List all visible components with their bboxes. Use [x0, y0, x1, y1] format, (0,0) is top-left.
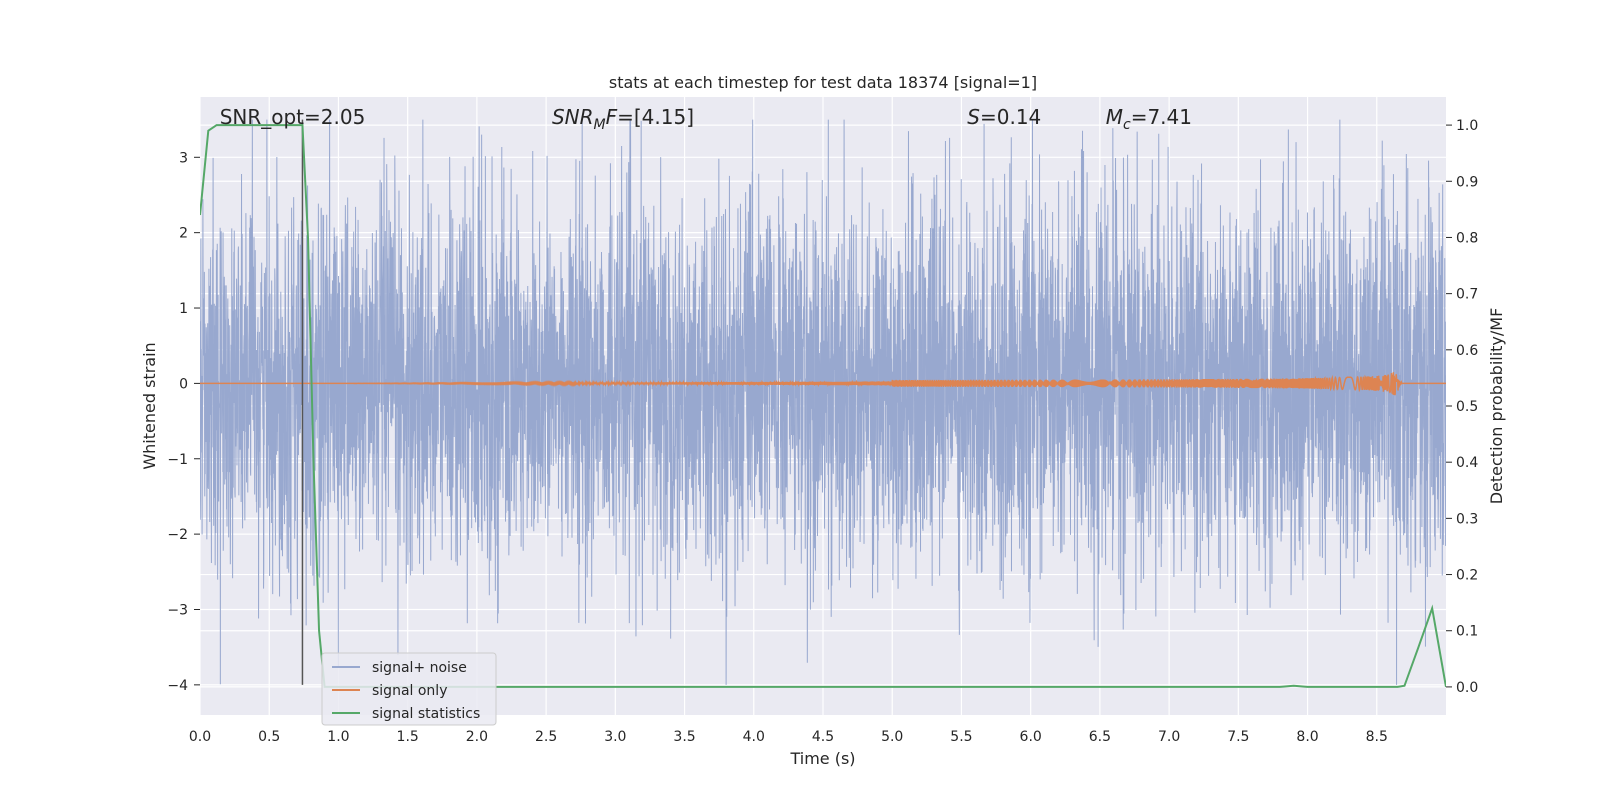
y-tick-label: −4: [167, 678, 188, 694]
legend-label: signal statistics: [372, 706, 480, 722]
legend-label: signal+ noise: [372, 660, 467, 676]
y-tick-label: 3: [179, 150, 188, 166]
x-axis-title: Time (s): [789, 749, 855, 768]
x-tick-label: 4.5: [812, 729, 834, 745]
y2-tick-label: 0.1: [1456, 624, 1478, 640]
y2-tick-label: 0.9: [1456, 174, 1478, 190]
series-signal-noise: [200, 119, 1446, 685]
x-tick-label: 3.0: [604, 729, 626, 745]
legend: signal+ noise signal only signal statistic…: [321, 652, 497, 726]
annotation-0: SNR_opt=2.05: [220, 105, 366, 129]
y2-tick-label: 0.4: [1456, 455, 1478, 471]
x-tick-label: 5.0: [881, 729, 903, 745]
x-tick-label: 7.5: [1227, 729, 1249, 745]
x-tick-label: 8.5: [1366, 729, 1388, 745]
y2-tick-label: 0.3: [1456, 511, 1478, 527]
x-tick-label: 6.0: [1020, 729, 1042, 745]
y2-tick-label: 0.5: [1456, 399, 1478, 415]
y-tick-label: −3: [167, 602, 188, 618]
y-axis-left: −4 −3 −2 −1 0 1 2 3: [167, 150, 200, 694]
x-tick-label: 0.0: [189, 729, 211, 745]
legend-label: signal only: [372, 683, 447, 699]
annotation-1: SNRMF=[4.15]: [552, 105, 694, 133]
y2-tick-label: 0.6: [1456, 343, 1478, 359]
y-axis-right: 0.0 0.1 0.2 0.3 0.4 0.5 0.6 0.7 0.8 0.9 1.0: [1446, 118, 1478, 696]
y-tick-label: 0: [179, 376, 188, 392]
x-tick-label: 2.0: [466, 729, 488, 745]
y-tick-label: −1: [167, 452, 188, 468]
x-tick-label: 1.5: [397, 729, 419, 745]
x-tick-label: 1.0: [327, 729, 349, 745]
x-tick-label: 4.0: [743, 729, 765, 745]
annotation-2: S=0.14: [967, 105, 1041, 129]
x-tick-label: 6.5: [1089, 729, 1111, 745]
x-axis: 0.0 0.5 1.0 1.5 2.0 2.5 3.0 3.5 4.0 4.5 5.0 5.5 6.0 6…: [189, 729, 1388, 745]
annotation-3: Mc=7.41: [1106, 105, 1192, 133]
chart-title: stats at each timestep for test data 183…: [609, 73, 1037, 92]
y2-tick-label: 1.0: [1456, 118, 1478, 134]
y-tick-label: 2: [179, 226, 188, 242]
x-tick-label: 0.5: [258, 729, 280, 745]
x-tick-label: 8.0: [1296, 729, 1318, 745]
y-tick-label: −2: [167, 527, 188, 543]
series-signal-only: [200, 372, 1446, 396]
annotations: SNR_opt=2.05 SNRMF=[4.15] S=0.14 Mc=7.41: [220, 105, 1192, 133]
y2-tick-label: 0.2: [1456, 568, 1478, 584]
legend-box: [321, 652, 497, 726]
y-tick-label: 1: [179, 301, 188, 317]
y-axis-title: Whitened strain: [140, 342, 159, 469]
x-tick-label: 5.5: [950, 729, 972, 745]
y2-tick-label: 0.0: [1456, 680, 1478, 696]
x-tick-label: 2.5: [535, 729, 557, 745]
y2-tick-label: 0.7: [1456, 287, 1478, 303]
x-tick-label: 3.5: [673, 729, 695, 745]
y2-axis-title: Detection probability/MF: [1487, 308, 1506, 505]
y2-tick-label: 0.8: [1456, 230, 1478, 246]
x-tick-label: 7.0: [1158, 729, 1180, 745]
